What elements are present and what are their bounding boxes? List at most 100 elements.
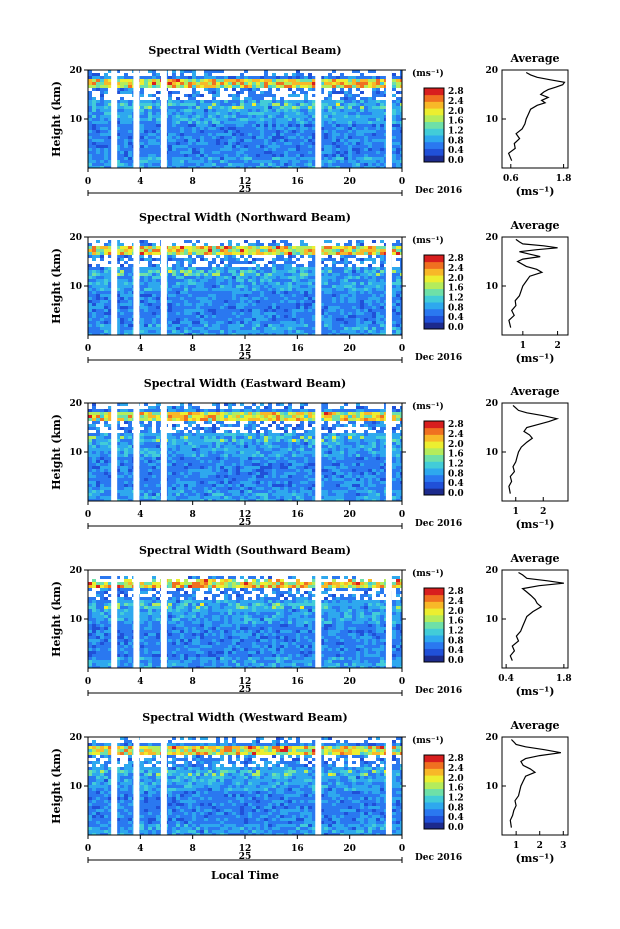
data-gap <box>315 737 322 835</box>
x-tick-label: 12 <box>239 844 252 854</box>
date-label: Dec 2016 <box>415 853 462 863</box>
colorbar-tick-label: 2.0 <box>448 774 464 784</box>
colorbar-tick-label: 2.4 <box>448 430 464 440</box>
colorbar-frame <box>423 420 445 496</box>
colorbar-tick-label: 1.2 <box>448 627 464 637</box>
average-x-tick-label: 1 <box>520 341 526 351</box>
y-tick-label: 20 <box>69 399 82 409</box>
data-gap <box>133 403 140 501</box>
colorbar-swatch <box>424 788 444 796</box>
colorbar-tick-label: 0.4 <box>448 479 464 489</box>
average-profile-line <box>509 739 562 828</box>
date-label: Dec 2016 <box>415 353 462 363</box>
y-tick-label: 20 <box>69 733 82 743</box>
colorbar-tick-label: 2.8 <box>448 754 464 764</box>
colorbar-swatch <box>424 322 444 330</box>
colorbar-swatch <box>424 421 444 429</box>
heatmap-cells <box>88 403 402 501</box>
colorbar-swatch <box>424 775 444 783</box>
panel-1: Spectral Width (Vertical Beam) 10 20 Height… <box>50 44 571 198</box>
average-title: Average <box>509 52 559 65</box>
colorbar-swatch <box>424 281 444 290</box>
date-tick-label: 25 <box>239 352 252 362</box>
x-tick-label: 0 <box>399 510 405 520</box>
colorbar-swatch <box>424 141 444 149</box>
average-x-tick-label: 1 <box>513 507 519 517</box>
colorbar: (ms⁻¹) 0.00.40.81.21.62.02.42.8 <box>412 735 464 833</box>
y-tick-label: 10 <box>69 282 82 292</box>
heatmap-cells <box>88 70 402 168</box>
colorbar-swatch <box>424 822 444 830</box>
colorbar-swatch <box>424 434 444 442</box>
data-gap <box>160 570 167 668</box>
data-gap <box>385 237 392 335</box>
average-profile-line <box>509 571 564 661</box>
x-tick-label: 8 <box>190 510 196 520</box>
colorbar-swatch <box>424 148 444 156</box>
y-tick-label: 20 <box>69 566 82 576</box>
colorbar-tick-label: 1.6 <box>448 784 464 794</box>
y-axis-label: Height (km) <box>50 81 63 157</box>
x-tick-label: 0 <box>85 344 91 354</box>
average-x-tick-label: 1.8 <box>556 674 572 684</box>
average-panel: Average 10 20 0.4 1.8(ms⁻¹) <box>485 552 571 698</box>
colorbar-frame <box>423 587 445 663</box>
x-tick-label: 16 <box>291 177 304 187</box>
colorbar-tick-label: 1.6 <box>448 617 464 627</box>
x-tick-label: 12 <box>239 510 252 520</box>
average-title: Average <box>509 385 559 398</box>
data-gap <box>315 403 322 501</box>
data-gap <box>133 737 140 835</box>
x-tick-label: 0 <box>85 510 91 520</box>
colorbar-swatch <box>424 655 444 663</box>
colorbar-swatch <box>424 302 444 310</box>
colorbar-swatch <box>424 128 444 136</box>
colorbar-tick-label: 0.4 <box>448 813 464 823</box>
x-tick-label: 16 <box>291 677 304 687</box>
colorbar-tick-label: 0.0 <box>448 323 464 333</box>
average-profile-line <box>507 71 566 161</box>
colorbar-tick-label: 0.8 <box>448 636 464 646</box>
colorbar: (ms⁻¹) 0.00.40.81.21.62.02.42.8 <box>412 568 464 666</box>
x-tick-label: 20 <box>343 177 356 187</box>
panel-4: Spectral Width (Southward Beam) 10 20 Heigh… <box>50 544 572 698</box>
colorbar-tick-label: 2.4 <box>448 264 464 274</box>
colorbar-swatch <box>424 88 444 96</box>
y-tick-label: 10 <box>69 782 82 792</box>
data-gap <box>160 737 167 835</box>
x-tick-label: 8 <box>190 677 196 687</box>
colorbar-tick-label: 2.0 <box>448 107 464 117</box>
x-tick-label: 0 <box>399 844 405 854</box>
colorbar-swatch <box>424 768 444 776</box>
colorbar-tick-label: 0.8 <box>448 469 464 479</box>
average-y-tick-label: 20 <box>485 733 498 743</box>
x-tick-label: 8 <box>190 177 196 187</box>
colorbar-tick-label: 0.0 <box>448 489 464 499</box>
heatmap-cells <box>88 237 402 335</box>
date-tick-label: 25 <box>239 685 252 695</box>
colorbar-tick-label: 0.4 <box>448 313 464 323</box>
colorbar-swatch <box>424 308 444 316</box>
data-gap <box>385 570 392 668</box>
x-tick-label: 20 <box>343 344 356 354</box>
data-gap <box>111 737 118 835</box>
x-tick-label: 4 <box>137 844 143 854</box>
x-tick-label: 12 <box>239 677 252 687</box>
average-y-tick-label: 20 <box>485 66 498 76</box>
colorbar-tick-label: 0.0 <box>448 823 464 833</box>
colorbar-tick-label: 2.8 <box>448 420 464 430</box>
average-title: Average <box>509 719 559 732</box>
data-gap <box>111 70 118 168</box>
y-tick-label: 10 <box>69 615 82 625</box>
panel-2: Spectral Width (Northward Beam)1020Heigh… <box>50 211 569 365</box>
data-gap <box>385 737 392 835</box>
colorbar-tick-label: 0.4 <box>448 646 464 656</box>
colorbar-tick-label: 0.8 <box>448 303 464 313</box>
average-panel: Average 10 20 0.6 1.8(ms⁻¹) <box>485 52 571 198</box>
average-y-tick-label: 20 <box>485 566 498 576</box>
date-tick-label: 25 <box>239 185 252 195</box>
colorbar-swatch <box>424 468 444 476</box>
colorbar-swatch <box>424 614 444 623</box>
data-gap <box>385 70 392 168</box>
